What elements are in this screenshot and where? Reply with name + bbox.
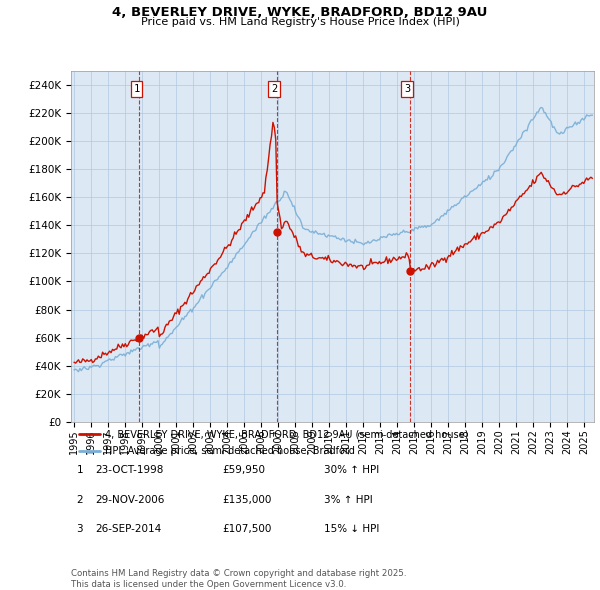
Text: 2: 2: [76, 495, 83, 504]
Text: 15% ↓ HPI: 15% ↓ HPI: [324, 525, 379, 534]
Text: 26-SEP-2014: 26-SEP-2014: [95, 525, 161, 534]
Text: HPI: Average price, semi-detached house, Bradford: HPI: Average price, semi-detached house,…: [105, 447, 355, 456]
Text: 4, BEVERLEY DRIVE, WYKE, BRADFORD, BD12 9AU: 4, BEVERLEY DRIVE, WYKE, BRADFORD, BD12 …: [112, 6, 488, 19]
Text: Price paid vs. HM Land Registry's House Price Index (HPI): Price paid vs. HM Land Registry's House …: [140, 17, 460, 27]
Text: 29-NOV-2006: 29-NOV-2006: [95, 495, 164, 504]
Text: Contains HM Land Registry data © Crown copyright and database right 2025.
This d: Contains HM Land Registry data © Crown c…: [71, 569, 406, 589]
Text: 23-OCT-1998: 23-OCT-1998: [95, 466, 163, 475]
Text: 2: 2: [271, 84, 277, 94]
Text: 3: 3: [404, 84, 410, 94]
Text: 30% ↑ HPI: 30% ↑ HPI: [324, 466, 379, 475]
Text: 1: 1: [133, 84, 139, 94]
Text: 3: 3: [76, 525, 83, 534]
Text: 4, BEVERLEY DRIVE, WYKE, BRADFORD, BD12 9AU (semi-detached house): 4, BEVERLEY DRIVE, WYKE, BRADFORD, BD12 …: [105, 430, 468, 440]
Text: £107,500: £107,500: [222, 525, 271, 534]
Text: £59,950: £59,950: [222, 466, 265, 475]
Text: 1: 1: [76, 466, 83, 475]
Text: 3% ↑ HPI: 3% ↑ HPI: [324, 495, 373, 504]
Text: £135,000: £135,000: [222, 495, 271, 504]
